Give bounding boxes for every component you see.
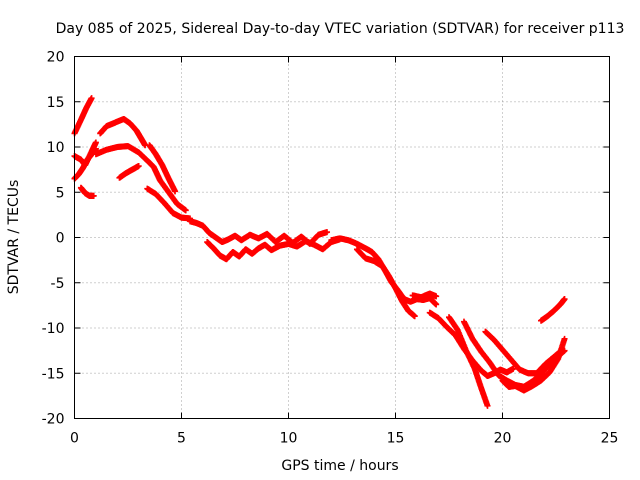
data-point [182,207,189,214]
series-track-5 [97,115,149,149]
x-tick-label: 10 [280,431,298,447]
y-tick-label: -5 [51,276,65,292]
data-point [92,145,99,152]
data-point [484,402,491,409]
x-tick-label: 0 [70,431,79,447]
series-track-6 [92,143,189,214]
series-track-20 [538,296,568,324]
series-track-3 [71,145,99,182]
y-tick-label: 20 [47,50,65,66]
data-point [433,301,440,308]
x-axis-title: GPS time / hours [281,458,398,474]
data-point [411,313,418,320]
series-track-13 [353,246,418,320]
data-point [88,95,95,102]
data-point [510,365,517,372]
data-point [561,335,568,342]
data-point [92,139,99,146]
series-track-7 [116,163,142,181]
y-tick-label: 0 [56,231,65,247]
x-tick-label: 25 [601,431,619,447]
axis-ticks [74,56,610,419]
tick-labels: 0 5 10 15 20 25 -20 -15 -10 -5 0 5 10 15 20 [42,50,619,447]
data-point [324,229,331,236]
y-axis-title: SDTVAR / TECUs [6,180,22,295]
y-tick-label: 15 [47,95,65,111]
data-point [561,296,568,303]
y-tick-label: -15 [42,366,65,382]
data-point [135,163,142,170]
data-points [71,95,568,409]
series-track-19 [499,335,568,394]
chart-title: Day 085 of 2025, Sidereal Day-to-day VTE… [56,21,625,37]
series-track-16 [446,314,491,409]
data-point [172,188,179,195]
series-track-8 [144,185,194,222]
x-tick-label: 5 [177,431,186,447]
series-track-14 [409,290,440,301]
series-track-4 [77,184,97,199]
series-track-9 [146,142,179,195]
y-tick-label: -20 [42,412,65,428]
x-tick-label: 15 [387,431,405,447]
series-track-18 [482,328,566,377]
y-tick-label: 5 [56,185,65,201]
series-track-10 [187,218,331,247]
data-point [90,192,97,199]
y-tick-label: -10 [42,321,65,337]
y-tick-label: 10 [47,140,65,156]
x-tick-label: 20 [494,431,512,447]
data-point [433,293,440,300]
